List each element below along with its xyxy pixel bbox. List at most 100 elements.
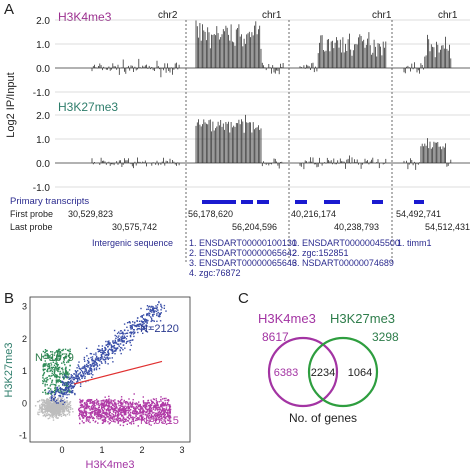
scatter-point bbox=[56, 355, 58, 357]
scatter-point bbox=[50, 411, 52, 414]
scatter-point bbox=[145, 319, 148, 321]
scatter-point bbox=[166, 405, 168, 407]
scatter-point bbox=[78, 408, 80, 411]
scatter-point bbox=[46, 350, 48, 352]
y-tick-label: 1 bbox=[22, 366, 27, 376]
scatter-point bbox=[59, 370, 61, 373]
scatter-point bbox=[97, 416, 100, 418]
scatter-point bbox=[122, 409, 124, 411]
scatter-point bbox=[164, 411, 166, 413]
scatter-point bbox=[63, 378, 65, 380]
segment1-note: Intergenic sequence bbox=[92, 238, 173, 248]
scatter-point bbox=[88, 412, 90, 414]
scatter-point bbox=[105, 354, 107, 357]
scatter-point bbox=[131, 404, 133, 407]
scatter-point bbox=[113, 420, 115, 422]
scatter-point bbox=[118, 414, 120, 416]
scatter-point bbox=[124, 401, 127, 403]
scatter-point bbox=[142, 321, 144, 323]
scatter-point bbox=[110, 416, 112, 419]
scatter-point bbox=[99, 414, 101, 416]
scatter-point bbox=[114, 340, 116, 343]
scatter-point bbox=[128, 406, 131, 408]
scatter-point bbox=[149, 405, 151, 407]
scatter-point bbox=[67, 382, 70, 384]
scatter-point bbox=[83, 406, 85, 409]
scatter-point bbox=[169, 411, 171, 414]
scatter-point bbox=[81, 371, 84, 373]
last-probe-4: 54,512,431 bbox=[425, 222, 470, 232]
scatter-point bbox=[48, 397, 51, 399]
scatter-point bbox=[93, 363, 95, 365]
scatter-point bbox=[124, 405, 126, 407]
scatter-point bbox=[160, 411, 162, 414]
scatter-point bbox=[109, 409, 111, 412]
scatter-point bbox=[64, 367, 67, 370]
scatter-point bbox=[98, 364, 101, 366]
scatter-point bbox=[125, 342, 127, 344]
scatter-point bbox=[44, 407, 46, 409]
scatter-point bbox=[64, 373, 67, 375]
scatter-point bbox=[58, 379, 60, 381]
scatter-point bbox=[126, 332, 129, 334]
scatter-point bbox=[61, 388, 63, 390]
scatter-point bbox=[99, 418, 101, 420]
scatter-point bbox=[68, 386, 70, 388]
scatter-point bbox=[142, 332, 144, 334]
scatter-point bbox=[123, 340, 125, 342]
scatter-point bbox=[142, 328, 145, 330]
scatter-point bbox=[49, 410, 51, 412]
scatter-point bbox=[139, 405, 141, 408]
scatter-point bbox=[50, 412, 53, 414]
scatter-point bbox=[104, 359, 106, 361]
scatter-point bbox=[41, 407, 44, 409]
scatter-point bbox=[62, 349, 64, 352]
scatter-point bbox=[72, 385, 75, 387]
scatter-point bbox=[147, 306, 150, 308]
venn-circle-h3k27me3 bbox=[307, 336, 379, 408]
track-label-h3k27me3: H3K27me3 bbox=[58, 100, 118, 114]
scatter-point bbox=[50, 351, 52, 353]
scatter-point bbox=[91, 358, 94, 360]
scatter-point bbox=[78, 365, 80, 368]
scatter-point bbox=[105, 357, 107, 359]
scatter-point bbox=[162, 413, 165, 416]
scatter-point bbox=[131, 411, 134, 413]
scatter-point bbox=[54, 370, 56, 373]
scatter-point bbox=[79, 371, 81, 374]
scatter-point bbox=[110, 415, 112, 417]
scatter-point bbox=[149, 416, 152, 419]
scatter-point bbox=[82, 415, 85, 417]
h3k4me3-signal-track bbox=[91, 20, 452, 78]
scatter-point bbox=[61, 405, 64, 407]
scatter-point bbox=[74, 370, 77, 372]
scatter-point bbox=[128, 413, 130, 415]
scatter-point bbox=[136, 320, 138, 322]
scatter-point bbox=[100, 402, 103, 404]
scatter-point bbox=[108, 395, 110, 398]
scatter-point bbox=[143, 322, 145, 325]
scatter-point bbox=[51, 410, 53, 412]
scatter-point bbox=[162, 408, 164, 410]
scatter-point bbox=[42, 412, 44, 414]
scatter-point bbox=[53, 364, 56, 366]
scatter-point bbox=[72, 391, 74, 394]
scatter-point bbox=[159, 418, 161, 421]
scatter-point bbox=[60, 403, 62, 405]
scatter-point bbox=[53, 396, 56, 398]
scatter-point bbox=[90, 416, 92, 418]
scatter-point bbox=[117, 416, 119, 418]
scatter-point bbox=[107, 354, 109, 357]
scatter-point bbox=[48, 390, 51, 392]
scatter-point bbox=[55, 363, 58, 365]
scatter-point bbox=[127, 404, 130, 406]
scatter-point bbox=[108, 399, 110, 401]
scatter-point bbox=[62, 376, 64, 379]
scatter-point bbox=[147, 400, 149, 402]
scatter-point bbox=[162, 413, 164, 415]
scatter-point bbox=[99, 358, 101, 361]
scatter-point bbox=[101, 356, 103, 358]
scatter-point bbox=[65, 371, 68, 373]
scatter-point bbox=[54, 400, 57, 403]
scatter-point bbox=[57, 364, 59, 366]
